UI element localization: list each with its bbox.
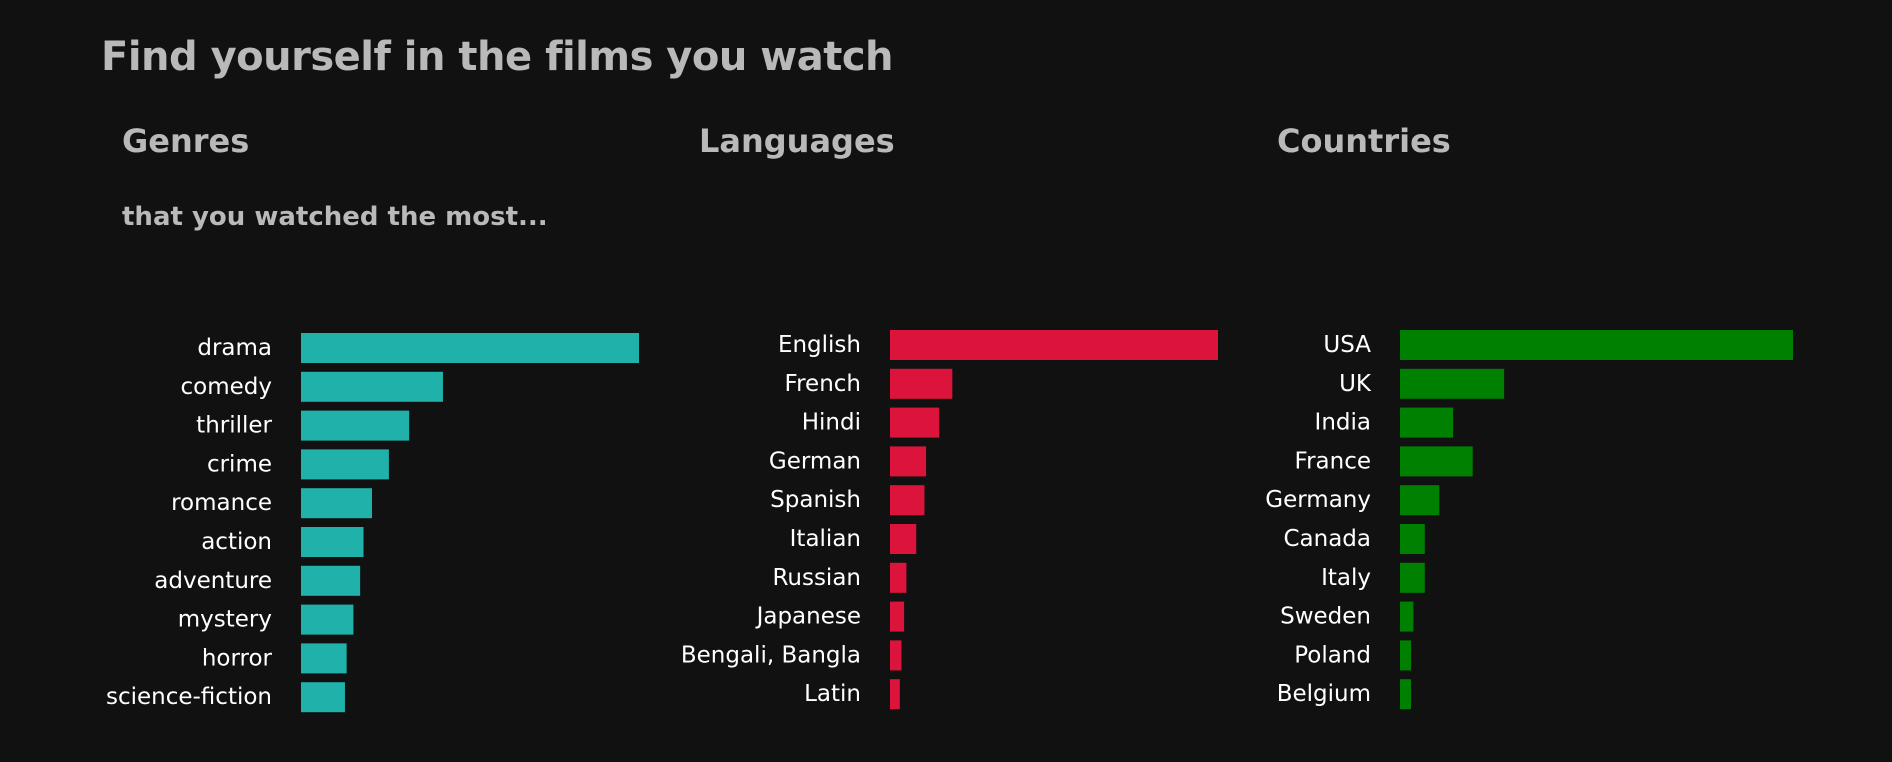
- genres-bar-0: [301, 333, 639, 363]
- countries-tick-label-5: Canada: [1283, 526, 1371, 552]
- countries-tick-label-8: Poland: [1294, 642, 1371, 668]
- languages-bar-9: [890, 679, 900, 710]
- languages-tick-label-1: French: [785, 371, 861, 397]
- countries-tick-label-1: UK: [1339, 371, 1372, 397]
- languages-tick-label-4: Spanish: [770, 487, 861, 513]
- countries-tick-label-0: USA: [1323, 332, 1371, 358]
- countries-bar-5: [1400, 524, 1425, 554]
- genres-tick-label-1: comedy: [181, 374, 272, 400]
- genres-tick-label-6: adventure: [154, 568, 272, 594]
- languages-heading: Languages: [699, 122, 895, 160]
- genres-bar-5: [301, 527, 364, 557]
- countries-tick-label-3: France: [1295, 448, 1371, 474]
- countries-bar-4: [1400, 485, 1440, 516]
- genres-tick-label-5: action: [201, 529, 272, 555]
- genres-bar-2: [301, 410, 410, 441]
- genres-bar-3: [301, 449, 389, 480]
- genres-bar-9: [301, 682, 345, 713]
- countries-bar-0: [1400, 330, 1793, 360]
- countries-bar-3: [1400, 446, 1473, 477]
- genres-subtitle: that you watched the most...: [122, 202, 548, 232]
- genres-bar-1: [301, 371, 443, 402]
- languages-tick-label-5: Italian: [790, 526, 861, 552]
- countries-bar-8: [1400, 640, 1412, 671]
- countries-bar-7: [1400, 601, 1414, 632]
- languages-bar-2: [890, 407, 940, 438]
- countries-bar-2: [1400, 407, 1454, 438]
- countries-bar-6: [1400, 562, 1425, 593]
- languages-tick-label-2: Hindi: [802, 410, 861, 436]
- languages-tick-label-7: Japanese: [755, 604, 861, 630]
- countries-tick-label-9: Belgium: [1277, 681, 1371, 707]
- languages-bar-5: [890, 524, 917, 554]
- countries-bar-1: [1400, 368, 1505, 399]
- page-title: Find yourself in the films you watch: [101, 34, 894, 80]
- genres-tick-label-4: romance: [171, 490, 272, 516]
- genres-tick-label-3: crime: [207, 451, 272, 477]
- languages-bar-1: [890, 368, 953, 399]
- languages-bar-6: [890, 562, 907, 593]
- languages-bar-4: [890, 485, 925, 516]
- countries-heading: Countries: [1277, 122, 1451, 160]
- languages-bar-3: [890, 446, 927, 477]
- languages-bar-0: [890, 330, 1218, 360]
- genres-heading: Genres: [122, 122, 250, 160]
- languages-bar-8: [890, 640, 902, 671]
- genres-bar-8: [301, 643, 347, 674]
- countries-tick-label-6: Italy: [1321, 565, 1371, 591]
- languages-tick-label-6: Russian: [772, 565, 861, 591]
- countries-tick-label-2: India: [1315, 410, 1371, 436]
- languages-tick-label-9: Latin: [804, 681, 861, 707]
- languages-tick-label-8: Bengali, Bangla: [681, 642, 861, 668]
- genres-bar-4: [301, 488, 372, 519]
- genres-bar-7: [301, 604, 354, 635]
- genres-bar-6: [301, 565, 361, 596]
- languages-bar-7: [890, 601, 905, 632]
- countries-tick-label-7: Sweden: [1280, 604, 1371, 630]
- genres-tick-label-7: mystery: [178, 607, 272, 633]
- countries-bar-9: [1400, 679, 1412, 710]
- genres-tick-label-0: drama: [197, 335, 272, 361]
- languages-tick-label-0: English: [778, 332, 861, 358]
- genres-tick-label-9: science-fiction: [106, 684, 272, 710]
- genres-tick-label-8: horror: [202, 645, 273, 671]
- genres-tick-label-2: thriller: [196, 413, 272, 439]
- languages-tick-label-3: German: [769, 448, 861, 474]
- countries-tick-label-4: Germany: [1265, 487, 1371, 513]
